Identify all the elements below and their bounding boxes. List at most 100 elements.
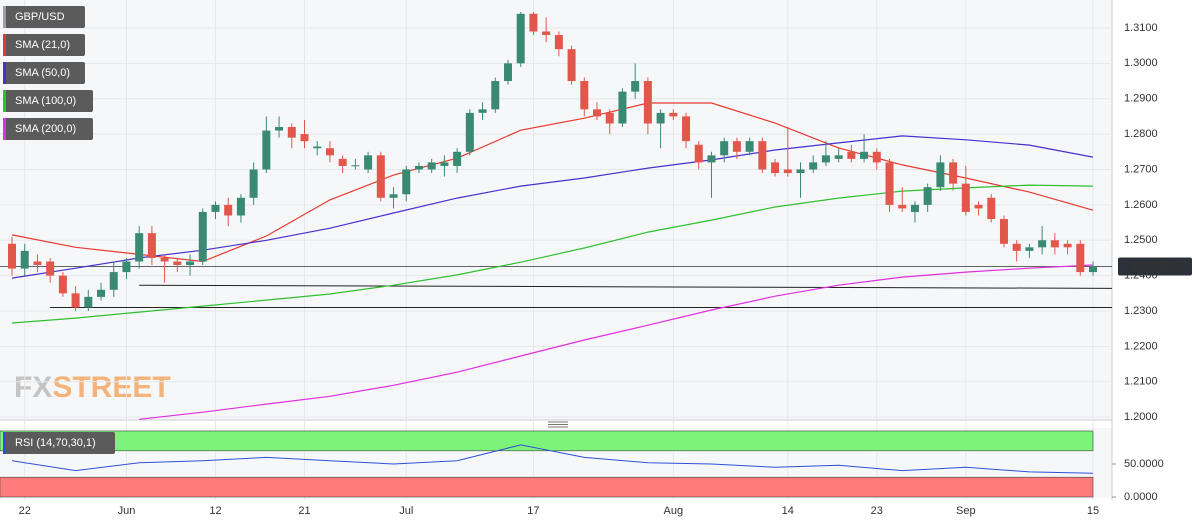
candle-body <box>898 204 907 209</box>
candle-body <box>503 63 512 82</box>
y-tick-label: 1.3100 <box>1124 22 1158 34</box>
candle-body <box>1089 266 1097 273</box>
candle-body <box>771 162 780 174</box>
candle-body <box>376 155 385 198</box>
sma-line <box>11 102 1094 263</box>
candle-body <box>338 158 347 166</box>
candle-body <box>720 141 729 156</box>
candle-body <box>402 169 411 195</box>
candle-body <box>847 151 856 159</box>
candle-body <box>821 155 830 163</box>
candle-body <box>1076 243 1085 273</box>
candle-body <box>834 155 843 159</box>
candle-body <box>1050 240 1059 248</box>
candle-body <box>122 261 131 273</box>
trendline <box>139 284 1113 289</box>
candle-body <box>300 134 309 142</box>
candle-body <box>605 112 614 124</box>
x-tick-label: 15 <box>1087 505 1099 517</box>
watermark: FXSTREET <box>14 371 171 404</box>
sma-line <box>139 264 1094 420</box>
candle-body <box>414 165 423 170</box>
sma-line <box>11 184 1094 324</box>
candle-body <box>389 194 398 198</box>
candle-body <box>542 31 551 36</box>
candle-body <box>593 109 602 117</box>
candle-body <box>478 109 487 113</box>
candle-body <box>491 81 500 110</box>
candle-body <box>783 169 792 174</box>
legend-label: SMA (21,0) <box>15 39 70 51</box>
y-tick-label: 1.2800 <box>1124 128 1158 140</box>
legend-box <box>3 62 85 84</box>
y-tick-label: 1.2100 <box>1124 376 1158 388</box>
candle-body <box>97 289 106 297</box>
candle-body <box>46 261 55 276</box>
last-price-badge <box>1118 257 1192 276</box>
x-tick-label: Sep <box>956 505 976 517</box>
candle-body <box>618 91 627 124</box>
watermark-prefix: FX <box>14 371 52 404</box>
candle-body <box>669 112 678 117</box>
candle-body <box>682 116 691 142</box>
candle-body <box>809 162 818 170</box>
watermark-suffix: STREET <box>52 371 170 404</box>
candle-body <box>580 81 589 110</box>
candle-body <box>351 165 360 167</box>
plot-bg <box>0 0 1112 420</box>
legend-label: SMA (200,0) <box>15 123 76 135</box>
candle-body <box>745 141 754 152</box>
candle-body <box>33 261 42 266</box>
x-tick-label: 21 <box>298 505 310 517</box>
candle-body <box>974 204 983 209</box>
candle-body <box>923 187 932 205</box>
candle-body <box>1038 240 1047 248</box>
legend-swatch <box>3 432 6 454</box>
candle-body <box>999 219 1008 244</box>
candle-body <box>872 151 881 163</box>
x-tick-label: 14 <box>782 505 794 517</box>
legend-label: RSI (14,70,30,1) <box>15 437 96 449</box>
candle-body <box>325 148 334 156</box>
x-tick-label: Jul <box>399 505 413 517</box>
candle-body <box>224 204 233 216</box>
candle-body <box>949 162 958 184</box>
x-tick-label: 22 <box>19 505 31 517</box>
candle-body <box>440 162 449 166</box>
candle-body <box>71 293 80 308</box>
sma-line <box>11 135 1094 279</box>
handle <box>548 421 568 428</box>
legend-swatch <box>3 34 6 56</box>
y-tick-label: 1.2300 <box>1124 305 1158 317</box>
candle-body <box>707 155 716 163</box>
x-tick-label: Aug <box>664 505 684 517</box>
rsi-line <box>11 444 1094 474</box>
rsi-zone <box>0 476 1094 498</box>
candle-body <box>1012 243 1021 251</box>
candle-body <box>987 197 996 220</box>
candle-body <box>936 162 945 188</box>
candle-body <box>643 81 652 124</box>
y-tick-label: 1.2900 <box>1124 93 1158 105</box>
candle-body <box>135 233 144 262</box>
legend-box <box>3 90 93 112</box>
y-tick-label: 0.0000 <box>1124 491 1158 503</box>
candle-body <box>236 197 245 216</box>
candle-body <box>694 144 703 163</box>
legend-box <box>3 118 93 140</box>
candle-body <box>427 162 436 170</box>
candle-body <box>84 296 93 308</box>
candle-body <box>275 127 284 131</box>
candle-body <box>453 151 462 166</box>
legend-swatch <box>3 118 6 140</box>
candle-body <box>160 257 169 262</box>
y-tick-label: 1.2600 <box>1124 199 1158 211</box>
last-price-label: 1.242590 <box>1132 260 1178 272</box>
candle-body <box>1025 247 1034 251</box>
rsi-zone <box>0 430 1094 452</box>
candle-body <box>885 162 894 205</box>
candle-body <box>173 261 182 266</box>
candle-body <box>8 243 16 269</box>
y-tick-label: 1.2000 <box>1124 411 1158 423</box>
